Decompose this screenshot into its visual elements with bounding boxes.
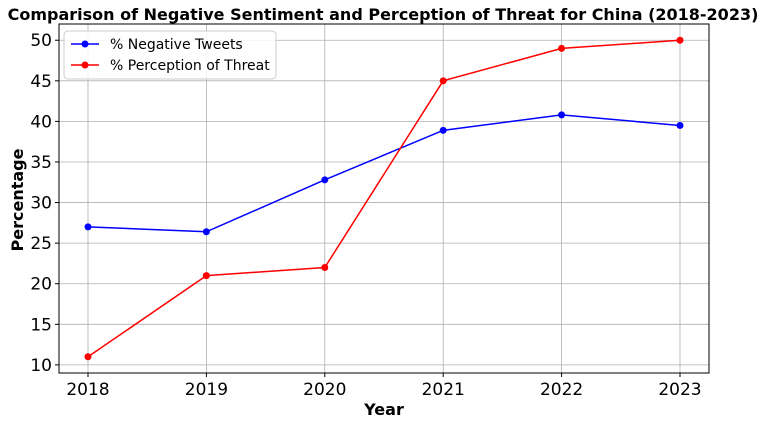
series-line [87,114,681,233]
data-point [676,121,684,129]
data-point [321,263,329,271]
legend-item: % Negative Tweets [71,37,243,53]
x-tick-label: 2020 [303,380,346,400]
legend-marker [81,61,89,69]
legend-label: % Perception of Threat [110,58,270,74]
x-axis-label: Year [363,400,404,419]
series-line [87,39,681,358]
y-tick-label: 30 [30,194,52,214]
grid-lines [59,24,709,373]
x-tick-label: 2018 [66,380,109,400]
series-layer [84,36,684,361]
y-tick-label: 10 [30,356,52,376]
y-tick-label: 25 [30,234,52,254]
x-tick-label: 2021 [422,380,465,400]
data-point [676,36,684,44]
x-tick-label: 2019 [185,380,228,400]
y-tick-label: 20 [30,275,52,295]
legend-marker [81,40,89,48]
legend-label: % Negative Tweets [110,37,243,53]
plot-frame [58,23,710,374]
data-point [558,111,566,119]
data-point [202,272,210,280]
y-tick-label: 35 [30,153,52,173]
data-point [558,44,566,52]
data-point [439,126,447,134]
y-tick-label: 50 [30,31,52,51]
x-axis: 2018 2019 2020 2021 2022 2023 [66,373,702,400]
data-point [439,77,447,85]
y-tick-label: 45 [30,72,52,92]
data-point [321,176,329,184]
y-tick-label: 15 [30,315,52,335]
chart-title: Comparison of Negative Sentiment and Per… [8,5,759,24]
y-tick-label: 40 [30,112,52,132]
series-1 [84,111,684,236]
x-tick-label: 2023 [658,380,701,400]
legend: % Negative Tweets % Perception of Threat [63,30,277,80]
data-point [202,228,210,236]
y-axis-label: Percentage [8,148,27,251]
data-point [84,353,92,361]
legend-frame [63,30,277,80]
x-tick-label: 2022 [540,380,583,400]
data-point [84,223,92,231]
legend-item: % Perception of Threat [71,58,270,74]
y-axis: 10 15 20 25 30 35 40 45 50 [30,31,59,376]
series-2 [84,36,684,361]
